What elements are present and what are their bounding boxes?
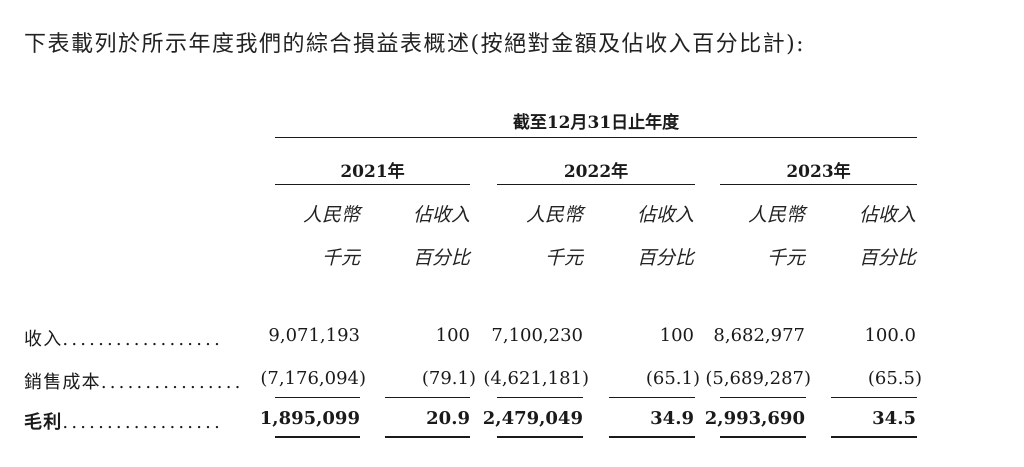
unit-pct-2023: 佔收入 xyxy=(858,204,916,226)
year-2022-header: 2022年 xyxy=(563,162,629,182)
year-2023-rule xyxy=(720,184,917,185)
leader-dots: ................ xyxy=(100,372,244,393)
intro-text: 下表載列於所示年度我們的綜合損益表概述(按絕對金額及佔收入百分比計): xyxy=(24,32,806,57)
subtotal-rule-2021-pct xyxy=(385,397,470,398)
unit-pct-2021: 佔收入 xyxy=(412,204,470,226)
subtotal-rule-2023-pct xyxy=(831,397,917,398)
cell-gross-profit-2021-amount: 1,895,099 xyxy=(259,408,360,429)
row-label-cost-of-sales: 銷售成本................ xyxy=(24,368,244,394)
cell-revenue-2022-pct: 100 xyxy=(659,325,694,346)
cell-gross-profit-2022-amount: 2,479,049 xyxy=(482,408,583,429)
cell-cost-2021-pct: (79.1) xyxy=(421,368,476,389)
leader-dots: .................. xyxy=(62,329,223,350)
row-label-revenue: 收入.................. xyxy=(24,325,223,351)
unit-pct-2022-percent: 百分比 xyxy=(636,247,694,269)
cell-revenue-2023-pct: 100.0 xyxy=(864,325,916,346)
total-rule-2023-pct xyxy=(831,436,917,438)
total-rule-2021-pct xyxy=(385,436,470,438)
period-title: 截至12月31日止年度 xyxy=(512,113,680,133)
unit-pct-2022: 佔收入 xyxy=(636,204,694,226)
row-label-gross-profit: 毛利.................. xyxy=(24,408,223,434)
cell-gross-profit-2021-pct: 20.9 xyxy=(426,408,470,429)
cell-revenue-2023-amount: 8,682,977 xyxy=(713,325,805,346)
subtotal-rule-2021-amount xyxy=(275,397,360,398)
cell-cost-2022-pct: (65.1) xyxy=(645,368,700,389)
unit-pct-2023-percent: 百分比 xyxy=(858,247,916,269)
cell-revenue-2021-amount: 9,071,193 xyxy=(268,325,360,346)
cell-revenue-2022-amount: 7,100,230 xyxy=(491,325,583,346)
row-label-cost-of-sales-text: 銷售成本 xyxy=(24,372,101,393)
cell-cost-2022-amount: (4,621,181) xyxy=(483,368,589,389)
cell-gross-profit-2023-amount: 2,993,690 xyxy=(704,408,805,429)
total-rule-2022-pct xyxy=(609,436,695,438)
cell-cost-2021-amount: (7,176,094) xyxy=(260,368,366,389)
leader-dots: .................. xyxy=(62,412,223,433)
subtotal-rule-2022-pct xyxy=(609,397,695,398)
cell-cost-2023-pct: (65.5) xyxy=(867,368,922,389)
year-2023-header: 2023年 xyxy=(786,162,851,182)
year-2022-rule xyxy=(497,184,695,185)
unit-amount-2022-thousand: 千元 xyxy=(544,247,583,269)
cell-revenue-2021-pct: 100 xyxy=(435,325,470,346)
cell-gross-profit-2023-pct: 34.5 xyxy=(872,408,916,429)
period-rule xyxy=(275,137,917,138)
cell-cost-2023-amount: (5,689,287) xyxy=(705,368,811,389)
unit-amount-2021-thousand: 千元 xyxy=(321,247,360,269)
year-2021-header: 2021年 xyxy=(340,162,405,182)
row-label-gross-profit-text: 毛利 xyxy=(24,412,63,433)
unit-amount-2023-thousand: 千元 xyxy=(766,247,805,269)
cell-gross-profit-2022-pct: 34.9 xyxy=(650,408,694,429)
unit-amount-2021: 人民幣 xyxy=(302,204,360,226)
total-rule-2021-amount xyxy=(275,436,360,438)
unit-pct-2021-percent: 百分比 xyxy=(412,247,470,269)
subtotal-rule-2023-amount xyxy=(720,397,806,398)
unit-amount-2023: 人民幣 xyxy=(747,204,805,226)
subtotal-rule-2022-amount xyxy=(497,397,583,398)
unit-amount-2022: 人民幣 xyxy=(525,204,583,226)
row-label-revenue-text: 收入 xyxy=(24,329,63,350)
year-2021-rule xyxy=(275,184,470,185)
total-rule-2022-amount xyxy=(497,436,583,438)
total-rule-2023-amount xyxy=(720,436,806,438)
